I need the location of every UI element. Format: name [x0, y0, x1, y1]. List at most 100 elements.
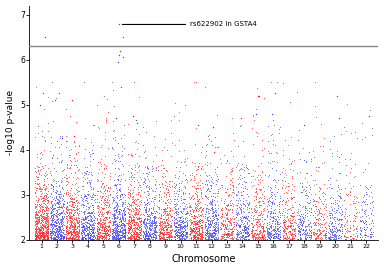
Point: [252, 235, 258, 239]
Point: [192, 221, 198, 225]
Point: [157, 223, 164, 228]
Point: [94, 213, 101, 218]
Point: [55, 221, 61, 225]
Point: [149, 237, 155, 241]
Point: [36, 219, 42, 223]
Point: [38, 233, 45, 238]
Point: [36, 210, 42, 214]
Point: [114, 224, 120, 229]
Point: [94, 229, 100, 233]
Point: [55, 192, 61, 196]
Point: [156, 222, 162, 227]
Point: [144, 165, 150, 170]
Point: [252, 183, 258, 187]
Point: [88, 211, 94, 215]
Point: [93, 237, 99, 241]
Point: [61, 236, 67, 240]
Point: [350, 237, 356, 241]
Point: [173, 233, 179, 237]
Point: [56, 225, 62, 229]
Point: [45, 227, 51, 231]
Point: [45, 222, 51, 227]
Point: [233, 228, 240, 232]
Point: [269, 196, 275, 201]
Point: [190, 80, 197, 84]
Point: [202, 223, 208, 227]
Point: [188, 212, 194, 216]
Point: [206, 133, 212, 137]
Point: [81, 226, 87, 230]
Point: [357, 235, 363, 239]
Point: [41, 194, 48, 199]
Point: [86, 235, 92, 239]
Point: [182, 228, 188, 232]
Point: [173, 233, 179, 237]
Point: [179, 201, 185, 205]
Point: [109, 230, 116, 234]
Point: [233, 236, 239, 240]
Point: [177, 220, 184, 224]
Point: [45, 237, 51, 241]
Point: [172, 235, 178, 239]
Point: [58, 235, 64, 240]
Point: [160, 233, 166, 238]
Point: [251, 194, 257, 198]
Point: [208, 178, 214, 183]
Point: [144, 236, 150, 240]
Point: [58, 220, 64, 224]
Point: [90, 151, 96, 155]
Point: [69, 224, 75, 228]
Point: [89, 219, 95, 223]
Point: [189, 229, 195, 234]
Point: [166, 232, 172, 236]
Point: [367, 107, 373, 112]
Point: [119, 223, 126, 228]
Point: [103, 166, 109, 170]
Point: [37, 193, 43, 198]
Point: [339, 231, 345, 235]
Point: [127, 151, 134, 156]
Point: [223, 235, 230, 239]
Point: [194, 221, 200, 225]
Point: [277, 213, 283, 218]
Point: [51, 231, 58, 235]
Point: [55, 234, 61, 238]
Point: [174, 219, 180, 223]
Point: [107, 210, 113, 214]
Point: [308, 232, 314, 237]
Point: [84, 220, 90, 225]
Point: [260, 207, 266, 211]
Point: [115, 228, 121, 233]
Point: [126, 208, 132, 212]
Point: [73, 187, 79, 191]
Point: [298, 226, 304, 230]
Point: [239, 227, 245, 231]
Point: [137, 228, 143, 232]
Point: [209, 183, 215, 187]
Point: [144, 217, 150, 221]
Point: [276, 225, 282, 229]
Point: [197, 200, 203, 204]
Point: [109, 229, 116, 233]
Point: [342, 237, 348, 241]
Point: [253, 208, 259, 213]
Point: [50, 222, 56, 227]
Point: [43, 206, 49, 210]
Point: [37, 228, 43, 232]
Point: [156, 234, 162, 238]
Point: [348, 166, 354, 170]
Point: [317, 217, 323, 221]
Point: [184, 210, 190, 214]
Point: [136, 232, 142, 236]
Point: [362, 212, 368, 216]
Point: [177, 230, 183, 235]
Point: [40, 230, 46, 234]
Point: [202, 233, 209, 238]
Point: [153, 221, 159, 225]
Point: [302, 204, 308, 209]
Point: [49, 202, 55, 206]
Point: [51, 237, 57, 241]
Point: [107, 227, 113, 231]
Point: [153, 223, 159, 227]
Point: [289, 231, 295, 235]
